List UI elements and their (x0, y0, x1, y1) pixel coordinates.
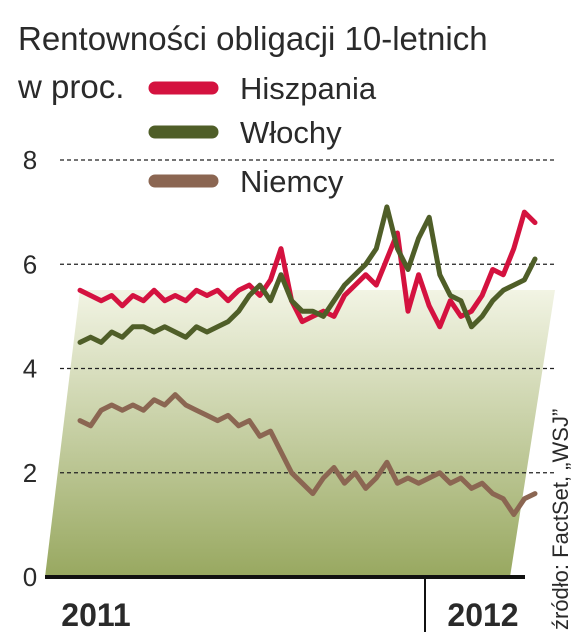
data-line (77, 392, 538, 517)
legend-label: Hiszpania (240, 71, 377, 106)
y-tick-label: 8 (23, 145, 37, 175)
plot-background (45, 290, 555, 577)
plot: 0 2 4 6 8 Hiszpania Włochy Niemcy (23, 71, 555, 592)
x-label: 2012 (447, 597, 518, 633)
legend-label: Niemcy (240, 164, 344, 199)
y-tick-label: 2 (23, 458, 37, 488)
y-tick-label: 0 (23, 562, 37, 592)
data-line (77, 209, 538, 330)
data-line (77, 204, 538, 345)
legend-label: Włochy (240, 115, 342, 150)
y-tick-label: 6 (23, 249, 37, 279)
y-tick-label: 4 (23, 354, 37, 384)
x-label: 2011 (61, 597, 130, 633)
source: źródło: FactSet, „WSJ” (548, 409, 573, 630)
chart-subtitle: w proc. (17, 68, 124, 105)
chart-title: Rentowności obligacji 10-letnich (18, 20, 488, 57)
